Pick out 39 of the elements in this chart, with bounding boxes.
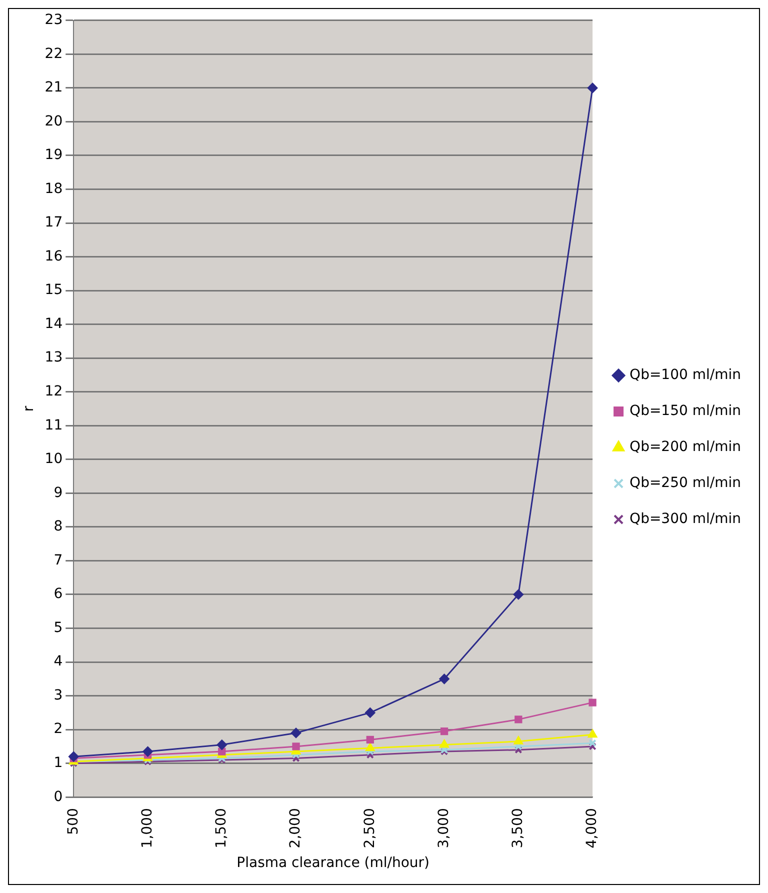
- y-tick-label: 6: [54, 586, 63, 602]
- y-tick-label: 19: [44, 147, 63, 164]
- x-tick-label: 3,000: [436, 808, 452, 848]
- x-tick-label: 500: [65, 808, 82, 835]
- y-tick-label: 15: [44, 282, 63, 298]
- y-tick-label: 2: [54, 721, 63, 738]
- y-tick-label: 21: [44, 80, 63, 96]
- legend-label: Qb=150 ml/min: [630, 403, 741, 420]
- y-tick-label: 1: [54, 754, 63, 771]
- x-tick-label: 3,500: [510, 808, 526, 848]
- legend-label: Qb=200 ml/min: [630, 439, 741, 456]
- y-tick-label: 8: [54, 518, 63, 535]
- y-tick-label: 11: [44, 417, 63, 434]
- y-tick-label: 14: [44, 316, 63, 332]
- y-tick-label: 23: [44, 12, 63, 28]
- y-tick-label: 17: [44, 214, 63, 231]
- y-tick-label: 3: [54, 687, 63, 704]
- y-tick-label: 16: [44, 248, 63, 264]
- y-tick-label: 10: [44, 451, 63, 468]
- x-tick-label: 4,000: [584, 808, 600, 848]
- y-tick-label: 0: [54, 788, 63, 805]
- y-tick-label: 20: [44, 113, 63, 130]
- x-tick-label: 2,000: [288, 808, 304, 848]
- x-tick-label: 1,000: [139, 808, 156, 848]
- y-tick-label: 13: [44, 350, 63, 366]
- y-tick-label: 18: [44, 180, 63, 197]
- x-tick-label: 1,500: [214, 808, 230, 848]
- legend-label: Qb=300 ml/min: [630, 511, 741, 528]
- y-tick-label: 7: [54, 552, 63, 568]
- y-axis-title: r: [21, 406, 38, 412]
- y-tick-label: 4: [54, 654, 63, 670]
- y-tick-label: 9: [54, 484, 63, 501]
- y-tick-label: 5: [54, 620, 63, 636]
- legend-label: Qb=250 ml/min: [630, 475, 741, 492]
- legend-label: Qb=100 ml/min: [630, 367, 741, 384]
- y-tick-label: 12: [44, 384, 63, 400]
- x-tick-label: 2,500: [362, 808, 378, 848]
- y-tick-label: 22: [44, 46, 63, 62]
- x-axis-title: Plasma clearance (ml/hour): [236, 855, 430, 872]
